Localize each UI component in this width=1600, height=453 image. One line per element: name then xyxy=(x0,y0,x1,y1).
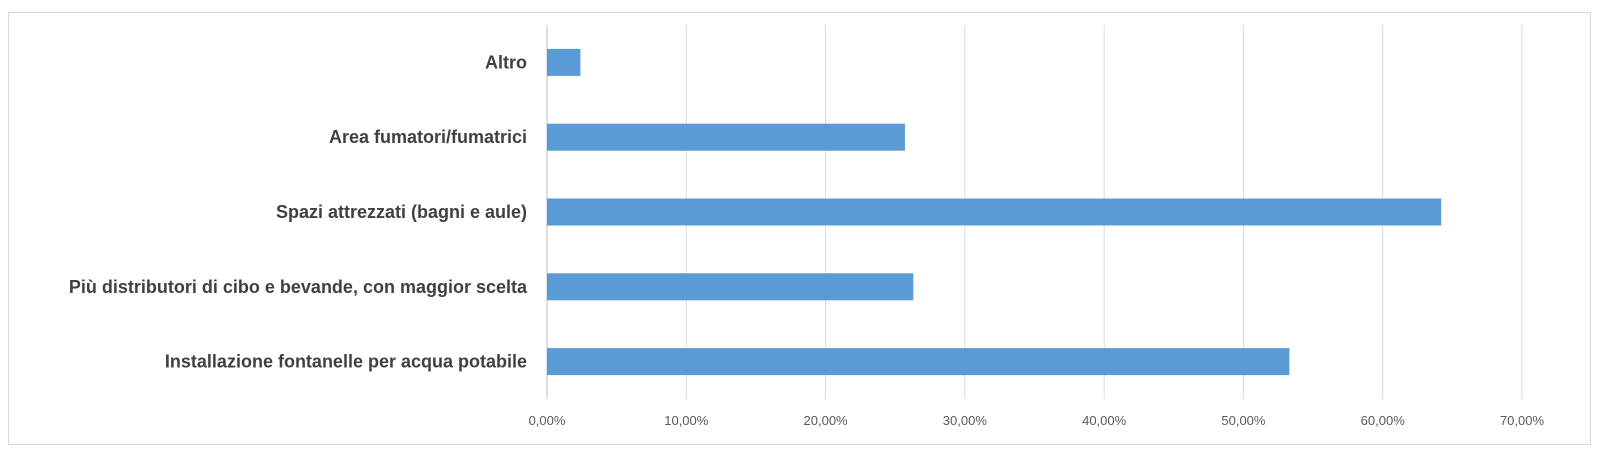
x-tick-label: 50,00% xyxy=(1221,413,1266,428)
bars xyxy=(547,48,1442,376)
x-tick-label: 10,00% xyxy=(664,413,709,428)
bar xyxy=(547,48,581,76)
bar xyxy=(547,273,914,301)
x-tick-label: 60,00% xyxy=(1361,413,1406,428)
x-tick-labels: 0,00% 10,00% 20,00% 30,00% 40,00% 50,00% 60,00… xyxy=(529,413,1545,428)
category-labels: Altro Area fumatori/fumatrici Spazi attrez… xyxy=(69,52,528,371)
x-tick-label: 40,00% xyxy=(1082,413,1127,428)
bar-chart: Altro Area fumatori/fumatrici Spazi attrez… xyxy=(69,25,1545,428)
bar xyxy=(547,198,1442,226)
chart-frame: Altro Area fumatori/fumatrici Spazi attrez… xyxy=(8,12,1591,445)
category-label: Altro xyxy=(485,52,527,72)
category-label: Spazi attrezzati (bagni e aule) xyxy=(276,202,527,222)
category-label: Area fumatori/fumatrici xyxy=(329,127,527,147)
category-label: Installazione fontanelle per acqua potab… xyxy=(165,352,527,372)
bar xyxy=(547,123,905,151)
bar xyxy=(547,348,1290,376)
x-tick-label: 20,00% xyxy=(804,413,849,428)
category-label: Più distributori di cibo e bevande, con … xyxy=(69,277,528,297)
x-tick-label: 0,00% xyxy=(529,413,566,428)
x-tick-label: 30,00% xyxy=(943,413,988,428)
x-tick-label: 70,00% xyxy=(1500,413,1545,428)
